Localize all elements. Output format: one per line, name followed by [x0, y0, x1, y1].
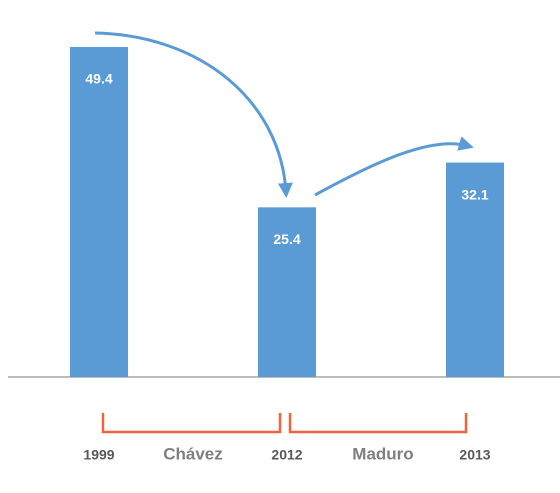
annotation: Chávez [163, 444, 223, 463]
bracket [288, 413, 468, 434]
x-tick-label: 2012 [271, 447, 302, 463]
arrow [314, 136, 474, 197]
x-tick-label: 1999 [83, 447, 114, 463]
bar [258, 207, 316, 377]
bracket [101, 413, 282, 434]
bar [70, 47, 128, 378]
x-tick-label: 2013 [459, 447, 490, 463]
bar [446, 162, 504, 377]
annotation: Maduro [352, 444, 413, 463]
value-label: 49.4 [85, 71, 112, 87]
arrow [94, 31, 293, 198]
value-label: 25.4 [273, 231, 300, 247]
value-label: 32.1 [461, 186, 488, 202]
